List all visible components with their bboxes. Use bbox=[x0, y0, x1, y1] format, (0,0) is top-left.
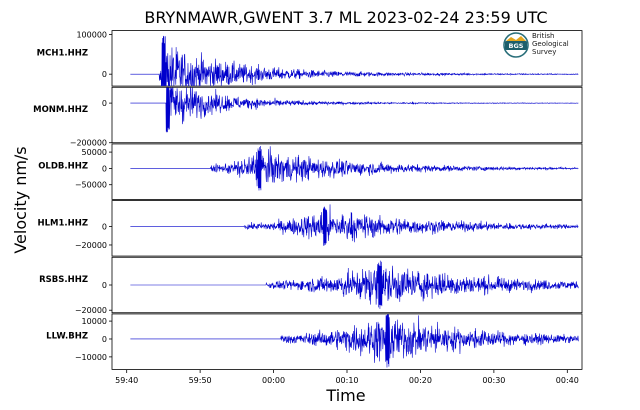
y-tick-label: −50000 bbox=[75, 181, 107, 190]
station-label: RSBS.HHZ bbox=[39, 275, 88, 285]
x-axis: 59:40 59:50 00:00 00:10 00:20 00:30 00:40 bbox=[115, 370, 579, 385]
x-axis-label: Time bbox=[325, 386, 365, 405]
chart-title: BRYNMAWR,GWENT 3.7 ML 2023-02-24 23:59 U… bbox=[144, 8, 547, 27]
y-tick-label: 0 bbox=[102, 164, 107, 173]
bgs-logo: BGS British Geological Survey bbox=[503, 32, 569, 58]
trace-panels: 0100000MCH1.HHZ0−200000MONM.HHZ500000−50… bbox=[33, 30, 583, 370]
station-label: MONM.HHZ bbox=[33, 105, 88, 115]
panel-oldb-hhz: 50000 0 −50000 OLDB.HHZ bbox=[38, 143, 583, 200]
panel-frame bbox=[111, 313, 583, 370]
station-label: LLW.BHZ bbox=[46, 332, 88, 342]
station-label: MCH1.HHZ bbox=[37, 48, 88, 58]
x-tick-label: 59:40 bbox=[115, 376, 138, 385]
y-axis-label: Velocity nm/s bbox=[11, 146, 30, 253]
waveform-trace bbox=[130, 314, 579, 368]
x-tick-label: 00:20 bbox=[409, 376, 432, 385]
waveform-trace bbox=[130, 204, 579, 246]
bgs-logo-line-3: Survey bbox=[532, 48, 556, 56]
y-tick-label: 50000 bbox=[82, 148, 107, 157]
y-tick-label: −20000 bbox=[75, 241, 107, 250]
panel-hlm1-hhz: 0 −20000 HLM1.HHZ bbox=[37, 200, 583, 257]
station-label: HLM1.HHZ bbox=[37, 218, 88, 228]
waveform-trace bbox=[130, 145, 579, 191]
bgs-logo-badge bbox=[505, 41, 527, 50]
panel-monm-hhz: 0 −200000 MONM.HHZ bbox=[33, 86, 583, 148]
waveform-trace bbox=[130, 87, 579, 133]
panel-mch1-hhz: 0 100000 MCH1.HHZ bbox=[37, 30, 583, 87]
waveform-trace bbox=[130, 35, 579, 87]
x-tick-label: 59:50 bbox=[189, 376, 212, 385]
waveform-trace bbox=[130, 260, 579, 309]
y-tick-label: 0 bbox=[102, 222, 107, 231]
y-tick-label: 0 bbox=[102, 99, 107, 108]
panel-frame bbox=[111, 143, 583, 200]
x-tick-label: 00:10 bbox=[335, 376, 358, 385]
panel-frame bbox=[111, 86, 583, 144]
y-tick-label: 0 bbox=[102, 70, 107, 79]
x-tick-label: 00:30 bbox=[482, 376, 505, 385]
y-tick-label: −10000 bbox=[75, 353, 107, 362]
panel-llw-bhz: 10000 0 −10000 LLW.BHZ bbox=[46, 313, 583, 370]
x-tick-label: 00:40 bbox=[556, 376, 579, 385]
y-tick-label: −200000 bbox=[70, 139, 107, 148]
station-label: OLDB.HHZ bbox=[38, 162, 88, 172]
y-tick-label: 0 bbox=[102, 281, 107, 290]
y-tick-label: 0 bbox=[102, 335, 107, 344]
bgs-logo-badge-text: BGS bbox=[509, 42, 524, 50]
bgs-logo-line-2: Geological bbox=[532, 40, 569, 48]
x-tick-label: 00:00 bbox=[262, 376, 285, 385]
panel-frame bbox=[111, 200, 583, 257]
panel-rsbs-hhz: 0 −20000 RSBS.HHZ bbox=[39, 256, 583, 315]
bgs-logo-hills-icon bbox=[506, 36, 526, 41]
panel-frame bbox=[111, 30, 583, 87]
y-tick-label: 100000 bbox=[76, 31, 107, 40]
y-tick-label: −20000 bbox=[75, 306, 107, 315]
y-tick-label: 10000 bbox=[82, 317, 107, 326]
bgs-logo-line-1: British bbox=[532, 32, 554, 40]
